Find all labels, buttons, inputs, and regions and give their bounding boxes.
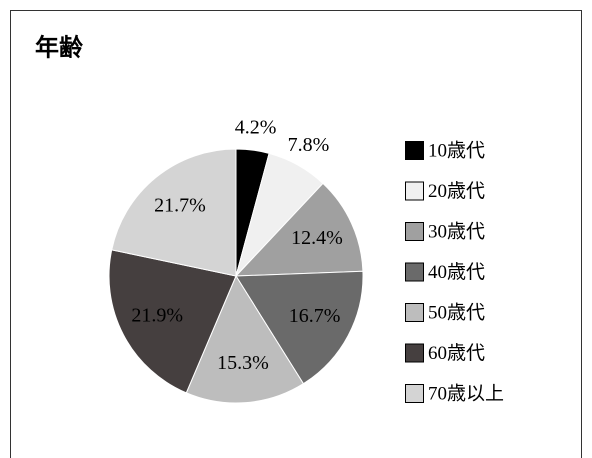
legend-label: 40歳代	[428, 261, 485, 283]
legend-swatch	[405, 262, 424, 282]
pie-slice	[185, 274, 305, 404]
slice-label: 16.7%	[289, 305, 341, 327]
chart-title: 年齢	[35, 34, 84, 62]
legend-swatch	[405, 222, 424, 241]
legend-label: 30歳代	[428, 220, 485, 242]
legend-label: 50歳代	[428, 301, 485, 323]
slice-label: 7.8%	[288, 134, 330, 156]
slice-label: 15.3%	[217, 352, 269, 374]
legend-swatch	[405, 181, 424, 201]
pie-slice	[108, 249, 237, 394]
legend-label: 10歳代	[428, 139, 485, 161]
legend-swatch	[405, 343, 424, 363]
slice-label: 4.2%	[235, 116, 277, 138]
legend-label: 70歳以上	[428, 382, 504, 404]
pie-slice	[234, 182, 364, 277]
pie-slice	[235, 270, 364, 385]
legend-swatch	[405, 141, 424, 160]
slice-label: 12.4%	[291, 227, 343, 249]
legend-swatch	[405, 384, 424, 403]
slice-label: 21.9%	[131, 305, 183, 327]
legend-swatch	[405, 303, 424, 322]
legend-label: 20歳代	[428, 180, 485, 202]
pie-slice	[111, 148, 237, 277]
legend-label: 60歳代	[428, 342, 485, 364]
slice-label: 21.7%	[154, 195, 206, 217]
